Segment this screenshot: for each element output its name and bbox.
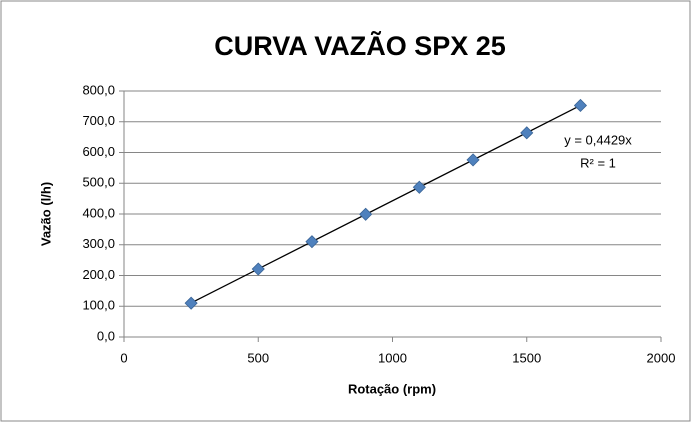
data-point [466, 153, 480, 167]
data-point [251, 262, 265, 276]
data-point [520, 126, 534, 140]
x-tick-label: 1500 [512, 350, 541, 365]
x-tick-label: 1000 [378, 350, 407, 365]
data-point [573, 98, 588, 113]
y-tick-label: 800,0 [82, 82, 115, 97]
chart-title: CURVA VAZÃO SPX 25 [214, 30, 506, 61]
data-point [184, 296, 198, 310]
x-axis-label: Rotação (rpm) [348, 381, 436, 396]
y-tick-label: 500,0 [82, 175, 115, 190]
x-tick-label: 0 [120, 350, 127, 365]
y-tick-label: 0,0 [97, 328, 115, 343]
y-tick-label: 400,0 [82, 205, 115, 220]
data-point [305, 235, 319, 249]
y-axis-label: Vazão (l/h) [38, 182, 53, 246]
y-tick-label: 200,0 [82, 267, 115, 282]
y-tick-label: 300,0 [82, 236, 115, 251]
x-tick-label: 2000 [647, 350, 676, 365]
data-point [359, 207, 373, 221]
data-point [412, 180, 426, 194]
trendline-equation: y = 0,4429x [564, 132, 632, 147]
x-tick-label: 500 [247, 350, 269, 365]
y-tick-label: 600,0 [82, 144, 115, 159]
y-tick-label: 100,0 [82, 298, 115, 313]
y-tick-label: 700,0 [82, 113, 115, 128]
trendline-r2: R² = 1 [580, 155, 616, 170]
